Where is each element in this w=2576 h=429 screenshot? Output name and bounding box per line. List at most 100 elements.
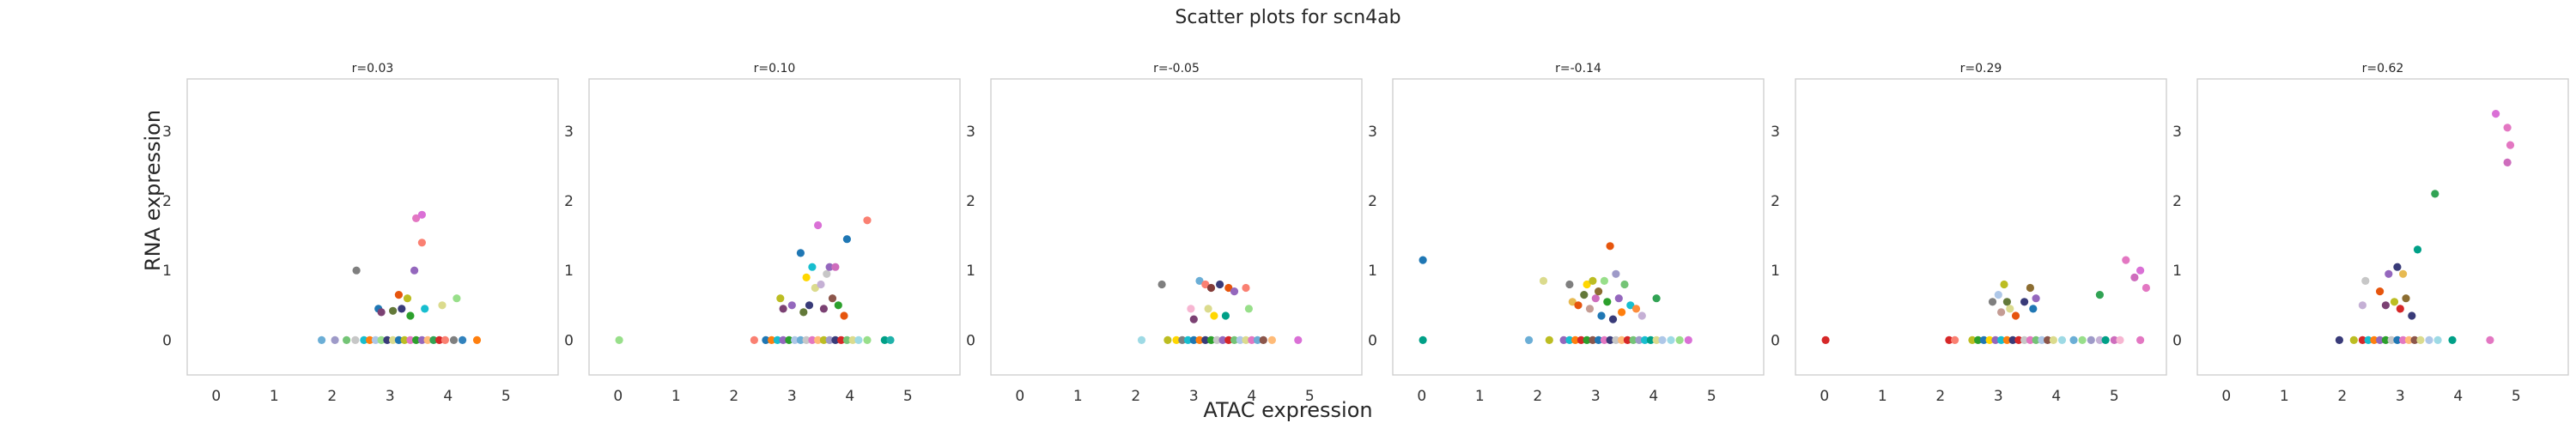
data-point [366, 335, 374, 344]
scatter-panel-2: r=0.10 0 1 2 3 4 5 0 1 2 3 [564, 62, 961, 405]
data-point [842, 235, 852, 244]
y-tick-label: 3 [966, 124, 975, 141]
x-tick-label: 2 [1131, 388, 1140, 405]
data-point [438, 301, 447, 310]
data-point [2448, 335, 2457, 344]
x-tick-label: 5 [2512, 388, 2521, 405]
data-point [1206, 335, 1216, 344]
data-point [1623, 335, 1631, 344]
data-point [2142, 283, 2150, 293]
plot-frame [2196, 78, 2569, 376]
data-point [1172, 335, 1181, 344]
x-tick-label: 2 [1533, 388, 1542, 405]
data-point [762, 335, 770, 344]
data-point [1626, 301, 1635, 310]
data-point [440, 335, 450, 344]
data-point [828, 294, 837, 303]
x-tick-label: 5 [1707, 388, 1716, 405]
data-point [2393, 263, 2402, 271]
x-tick-label: 5 [1305, 388, 1315, 405]
data-point [2486, 335, 2494, 344]
x-tick-label: 5 [501, 388, 511, 405]
data-point [1163, 335, 1172, 344]
y-tick-label: 0 [1771, 332, 1780, 349]
data-point [1242, 335, 1250, 344]
data-point [1997, 335, 2006, 344]
data-point [1525, 335, 1534, 344]
data-point [2349, 335, 2358, 344]
data-point [1212, 335, 1221, 344]
data-point [817, 280, 825, 289]
data-point [1230, 287, 1239, 296]
data-point [2006, 305, 2014, 313]
data-point [406, 335, 415, 344]
data-point [1994, 291, 2002, 299]
data-point [2008, 335, 2017, 344]
data-point [1577, 335, 1585, 344]
data-point [2136, 335, 2145, 344]
data-point [377, 308, 386, 317]
x-tick-label: 3 [386, 388, 395, 405]
data-point [1821, 335, 1830, 344]
data-point [2416, 335, 2425, 344]
x-tick-label: 3 [787, 388, 797, 405]
x-tick-label: 4 [443, 388, 453, 405]
x-tick-label: 0 [2221, 388, 2231, 405]
data-point [2387, 335, 2396, 344]
data-point [1248, 335, 1256, 344]
data-point [1988, 298, 1997, 306]
y-tick-label: 3 [2172, 124, 2182, 141]
x-tick-label: 3 [1189, 388, 1199, 405]
data-point [834, 301, 842, 310]
data-point [825, 263, 834, 271]
data-point [1997, 308, 2006, 317]
data-point [1595, 287, 1603, 296]
plot-frame [1795, 78, 2167, 376]
x-tick-label: 1 [1073, 388, 1083, 405]
y-tick-label: 3 [162, 124, 172, 141]
data-point [2503, 124, 2512, 132]
data-point [2402, 294, 2410, 303]
data-point [1201, 280, 1210, 289]
data-point [1583, 280, 1591, 289]
data-point [1595, 335, 1603, 344]
data-point [2000, 280, 2008, 289]
data-point [343, 335, 351, 344]
data-point [814, 335, 823, 344]
data-point [1646, 335, 1655, 344]
data-point [1419, 256, 1427, 264]
data-point [1294, 335, 1303, 344]
data-point [808, 335, 817, 344]
data-point [1565, 280, 1574, 289]
data-point [805, 301, 814, 310]
data-point [383, 335, 392, 344]
x-tick-label: 4 [1649, 388, 1658, 405]
data-point [449, 335, 459, 344]
data-point [2506, 141, 2515, 149]
data-point [1974, 335, 1983, 344]
data-point [615, 335, 623, 344]
data-point [848, 335, 857, 344]
data-point [2410, 335, 2419, 344]
data-point [2044, 335, 2052, 344]
data-point [2358, 335, 2366, 344]
data-point [2335, 335, 2343, 344]
data-point [1991, 335, 2000, 344]
data-point [1216, 280, 1224, 289]
data-point [360, 335, 368, 344]
data-point [2020, 298, 2029, 306]
data-point [854, 335, 863, 344]
y-tick-label: 0 [564, 332, 574, 349]
data-point [1253, 335, 1262, 344]
data-point [2057, 335, 2067, 344]
data-point [2503, 158, 2512, 166]
x-tick-label: 0 [1417, 388, 1426, 405]
data-point [1675, 335, 1684, 344]
y-tick-label: 2 [966, 193, 975, 210]
data-point [1945, 335, 1953, 344]
panels: r=0.03 0 1 2 3 4 5 0 1 2 3 r=0.10 0 1 2 3 4 5 0 1 2 3 r=-0.05 0… [162, 62, 2569, 405]
data-point [352, 266, 361, 275]
x-tick-label: 0 [211, 388, 221, 405]
data-point [1614, 294, 1623, 303]
